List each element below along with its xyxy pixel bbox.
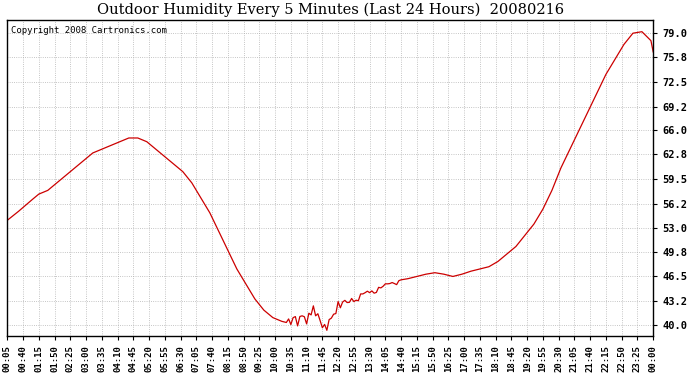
Text: Copyright 2008 Cartronics.com: Copyright 2008 Cartronics.com	[10, 26, 166, 35]
Title: Outdoor Humidity Every 5 Minutes (Last 24 Hours)  20080216: Outdoor Humidity Every 5 Minutes (Last 2…	[97, 3, 564, 17]
